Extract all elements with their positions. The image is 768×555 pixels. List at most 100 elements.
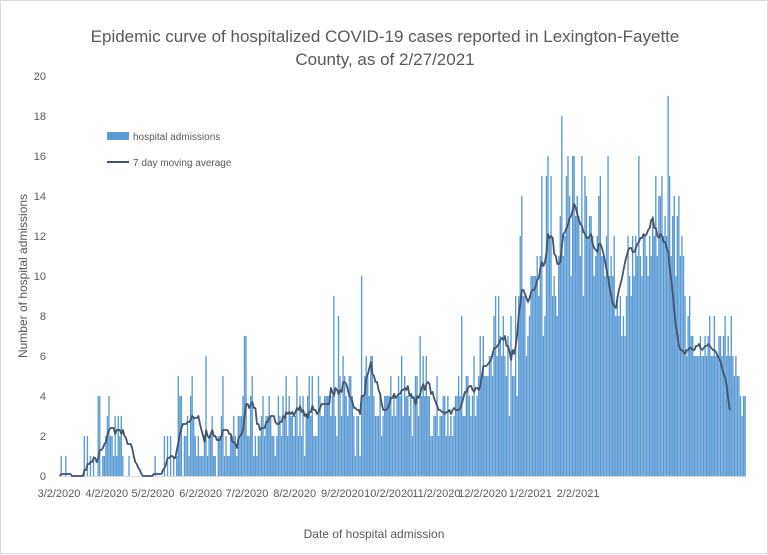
- chart-title-line-2: County, as of 2/27/2021: [295, 50, 474, 69]
- bar: [467, 376, 469, 476]
- y-tick-label: 2: [40, 431, 46, 443]
- bar: [311, 376, 313, 476]
- bar: [410, 396, 412, 476]
- y-tick-label: 20: [34, 71, 46, 83]
- bar: [345, 396, 347, 476]
- bar: [615, 316, 617, 476]
- bar: [280, 436, 283, 476]
- bar: [544, 316, 546, 476]
- bar: [636, 256, 638, 476]
- bar: [122, 456, 124, 476]
- bar: [220, 416, 223, 476]
- bar: [479, 336, 481, 476]
- bar: [501, 356, 503, 476]
- bar: [359, 456, 361, 476]
- bar: [250, 396, 252, 476]
- bar: [394, 416, 397, 476]
- bar: [564, 236, 566, 476]
- x-tick-label: 6/2/2020: [179, 488, 222, 500]
- bar: [534, 276, 537, 476]
- bar: [425, 356, 427, 476]
- bar: [305, 416, 307, 476]
- bar: [672, 216, 674, 476]
- bar: [189, 396, 192, 476]
- bar: [180, 396, 183, 476]
- bar: [441, 416, 443, 476]
- bar: [354, 456, 357, 476]
- bar-series-hospital-admissions: [60, 96, 746, 476]
- bar: [294, 416, 297, 476]
- bar: [274, 456, 277, 476]
- bar: [447, 396, 449, 476]
- bar: [172, 456, 175, 476]
- bar: [659, 196, 662, 476]
- bar: [652, 216, 654, 476]
- bar: [701, 356, 703, 476]
- bar: [648, 236, 651, 476]
- bar: [641, 276, 643, 476]
- bar: [343, 376, 346, 476]
- bar: [704, 336, 706, 476]
- bar: [65, 456, 67, 476]
- bar: [308, 376, 310, 476]
- bar: [488, 356, 491, 476]
- bar: [681, 236, 683, 476]
- bar: [112, 456, 115, 476]
- bar: [379, 396, 381, 476]
- bar: [340, 416, 343, 476]
- bar: [696, 356, 699, 476]
- bar: [558, 256, 560, 476]
- bar: [417, 416, 420, 476]
- x-tick-label: 3/2/2020: [38, 488, 81, 500]
- bar: [316, 436, 318, 476]
- bar: [712, 356, 714, 476]
- bar: [632, 236, 634, 476]
- bar: [545, 176, 548, 476]
- bar: [290, 416, 292, 476]
- bar: [679, 256, 682, 476]
- bar: [253, 456, 255, 476]
- bar: [348, 376, 350, 476]
- bar: [99, 396, 101, 476]
- bar: [214, 456, 216, 476]
- bar: [590, 216, 592, 476]
- bar: [222, 376, 224, 476]
- bar: [291, 416, 293, 476]
- bar: [561, 116, 563, 476]
- bar: [718, 336, 720, 476]
- bar: [602, 256, 605, 476]
- bar: [505, 376, 508, 476]
- bar: [111, 436, 113, 476]
- bar: [286, 436, 289, 476]
- bar: [433, 416, 435, 476]
- bar: [380, 436, 383, 476]
- bar: [166, 436, 169, 476]
- bar: [282, 396, 284, 476]
- bar: [307, 396, 309, 476]
- bar: [468, 396, 471, 476]
- bar: [219, 436, 221, 476]
- bar: [690, 336, 692, 476]
- bar: [377, 416, 380, 476]
- bar: [692, 336, 694, 476]
- bar: [411, 436, 414, 476]
- x-tick-label: 2/2/2021: [557, 488, 600, 500]
- moving-average-line: [59, 203, 731, 477]
- bar: [233, 416, 235, 476]
- bar: [196, 456, 198, 476]
- x-tick-label: 8/2/2020: [273, 488, 316, 500]
- y-tick-label: 16: [34, 151, 46, 163]
- bar: [618, 316, 620, 476]
- bar: [719, 336, 722, 476]
- bar: [550, 176, 552, 476]
- bar: [251, 376, 253, 476]
- bar: [368, 396, 370, 476]
- bar: [199, 456, 201, 476]
- bar: [630, 296, 632, 476]
- y-axis-title: Number of hospital admissions: [16, 194, 30, 358]
- bar: [357, 416, 360, 476]
- bar: [684, 296, 686, 476]
- bar: [114, 416, 116, 476]
- bar: [539, 256, 541, 476]
